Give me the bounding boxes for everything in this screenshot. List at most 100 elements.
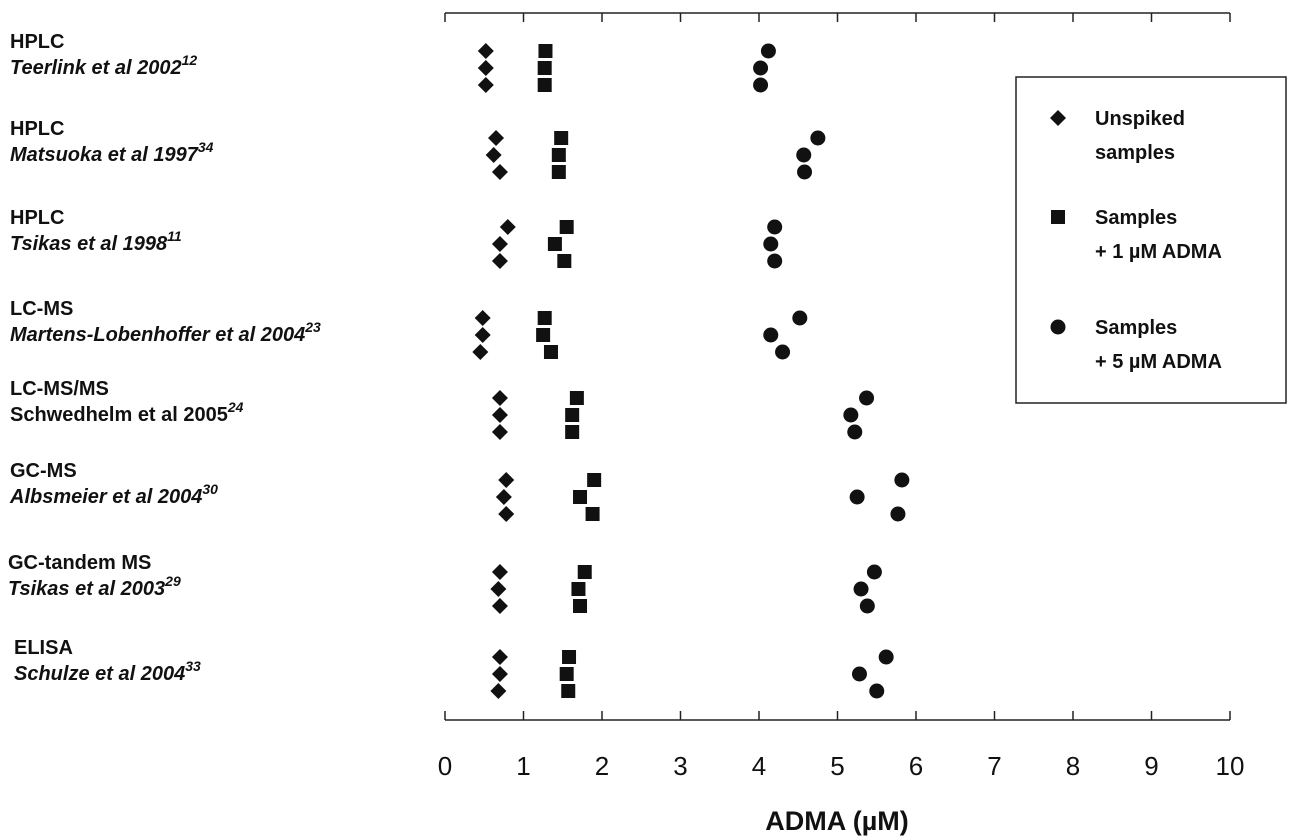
circle-point	[869, 683, 885, 699]
legend-square-marker	[1051, 210, 1065, 224]
category-reference-label: Schwedhelm et al 200524	[10, 399, 244, 426]
plot-frame	[444, 12, 1231, 721]
square-point	[536, 328, 551, 342]
square-point	[554, 131, 569, 145]
circle-point	[796, 147, 812, 163]
category-reference-label: Albsmeier et al 200430	[9, 481, 218, 508]
category-method-label: HPLC	[10, 118, 64, 140]
diamond-point	[474, 327, 491, 343]
circle-point	[760, 43, 776, 59]
x-tick-label: 3	[673, 751, 687, 781]
diamond-point	[477, 43, 494, 59]
square-point	[547, 237, 562, 251]
square-point	[557, 254, 572, 268]
diamond-point	[499, 219, 516, 235]
diamond-point	[495, 489, 512, 505]
square-point	[551, 148, 566, 162]
diamond-point	[488, 130, 505, 146]
category-reference-label: Tsikas et al 199811	[10, 228, 182, 255]
x-tick-label: 8	[1066, 751, 1080, 781]
circle-point	[849, 489, 865, 505]
circle-point	[847, 424, 863, 440]
diamond-point	[491, 424, 508, 440]
circle-point	[890, 506, 906, 522]
category-method-label: LC-MS	[10, 298, 73, 320]
category-reference-label: Schulze et al 200433	[14, 658, 201, 685]
diamond-point	[485, 147, 502, 163]
square-point	[543, 345, 558, 359]
diamond-point	[491, 407, 508, 423]
legend-label: + 1 µM ADMA	[1095, 241, 1222, 263]
square-point	[585, 507, 600, 521]
diamond-point	[477, 60, 494, 76]
diamond-point	[477, 77, 494, 93]
legend-label: Samples	[1095, 317, 1177, 339]
diamond-point	[491, 564, 508, 580]
circle-point	[866, 564, 882, 580]
legend-label: Samples	[1095, 207, 1177, 229]
x-tick-label: 2	[595, 751, 609, 781]
circle-point	[859, 390, 875, 406]
square-point	[559, 667, 574, 681]
category-reference-label: Martens-Lobenhoffer et al 200423	[10, 319, 321, 346]
square-point	[573, 490, 588, 504]
square-point	[551, 165, 566, 179]
square-point	[559, 220, 574, 234]
category-reference-label: Matsuoka et al 199734	[10, 139, 214, 166]
circle-point	[797, 164, 813, 180]
diamond-point	[491, 164, 508, 180]
category-reference-label: Tsikas et al 200329	[8, 573, 181, 600]
diamond-point	[491, 666, 508, 682]
square-point	[538, 44, 553, 58]
circle-point	[767, 253, 783, 269]
square-point	[561, 684, 576, 698]
x-tick-label: 5	[830, 751, 844, 781]
diamond-point	[472, 344, 489, 360]
circle-point	[894, 472, 910, 488]
x-tick-label: 1	[516, 751, 530, 781]
diamond-point	[491, 253, 508, 269]
legend-circle-marker	[1050, 319, 1066, 335]
square-point	[571, 582, 586, 596]
x-tick-label: 10	[1216, 751, 1245, 781]
square-point	[537, 311, 552, 325]
square-point	[537, 78, 552, 92]
x-axis-title: ADMA (µM)	[765, 806, 909, 836]
square-point	[565, 425, 580, 439]
square-point	[577, 565, 592, 579]
diamond-point	[491, 236, 508, 252]
circle-point	[792, 310, 808, 326]
circle-point	[753, 77, 769, 93]
data-points	[472, 43, 910, 699]
x-tick-label: 0	[438, 751, 452, 781]
circle-point	[853, 581, 869, 597]
circle-point	[763, 327, 779, 343]
x-tick-label: 6	[909, 751, 923, 781]
circle-point	[851, 666, 867, 682]
legend-diamond-marker	[1050, 110, 1066, 126]
diamond-point	[498, 506, 515, 522]
x-tick-label: 7	[987, 751, 1001, 781]
category-method-label: HPLC	[10, 207, 64, 229]
circle-point	[753, 60, 769, 76]
square-point	[565, 408, 580, 422]
diamond-point	[474, 310, 491, 326]
x-axis: 0 1 2 3 4 5 6 7 8 9 10	[438, 751, 1245, 781]
category-method-label: GC-MS	[10, 460, 77, 482]
diamond-point	[491, 649, 508, 665]
diamond-point	[491, 390, 508, 406]
circle-point	[767, 219, 783, 235]
diamond-point	[490, 581, 507, 597]
legend-box	[1015, 76, 1287, 404]
legend-label: Unspiked	[1095, 108, 1185, 130]
category-method-label: HPLC	[10, 31, 64, 53]
x-tick-label: 9	[1144, 751, 1158, 781]
square-point	[573, 599, 588, 613]
x-tick-label: 4	[752, 751, 766, 781]
category-method-label: LC-MS/MS	[10, 378, 109, 400]
circle-point	[859, 598, 875, 614]
square-point	[537, 61, 552, 75]
legend-label: samples	[1095, 142, 1175, 164]
circle-point	[775, 344, 791, 360]
